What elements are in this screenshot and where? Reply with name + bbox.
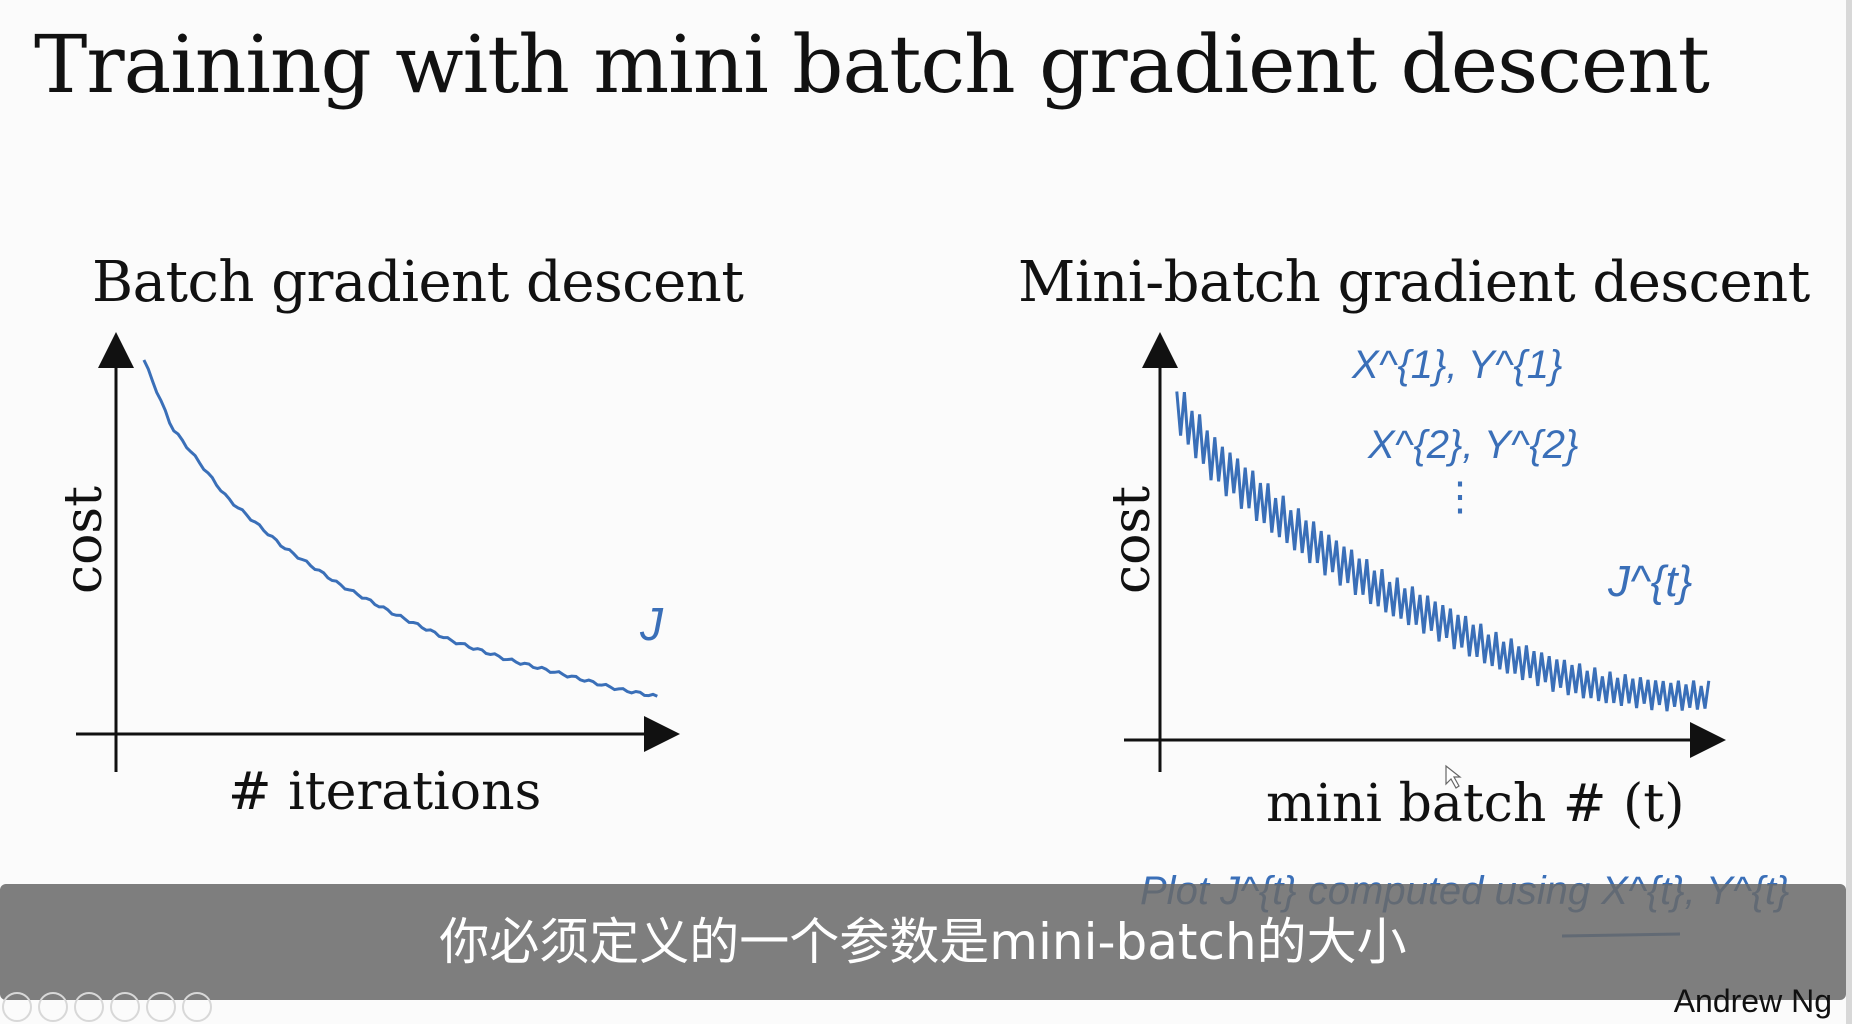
chart-title-minibatch: Mini-batch gradient descent <box>1018 250 1810 315</box>
batch-cost-line <box>142 359 658 698</box>
more-icon[interactable] <box>182 992 212 1022</box>
xlabel-batch: # iterations <box>228 762 542 822</box>
minibatch-cost-line <box>1175 391 1711 712</box>
note-ellipsis: ⋮ <box>1440 475 1480 519</box>
cursor-icon <box>1445 764 1462 789</box>
xlabel-minibatch: mini batch # (t) <box>1266 774 1685 834</box>
minibatch-annotation-jt: J^{t} <box>1607 557 1693 606</box>
slide-title: Training with mini batch gradient descen… <box>34 18 1710 111</box>
pen-icon[interactable] <box>74 992 104 1022</box>
scrollbar[interactable] <box>1846 0 1852 1024</box>
zoom-icon[interactable] <box>146 992 176 1022</box>
chart-title-batch: Batch gradient descent <box>92 250 744 315</box>
note-x1-y1: X^{1}, Y^{1} <box>1351 343 1562 387</box>
note-x2-y2: X^{2}, Y^{2} <box>1367 423 1578 467</box>
prev-icon[interactable] <box>2 992 32 1022</box>
play-icon[interactable] <box>38 992 68 1022</box>
copy-icon[interactable] <box>110 992 140 1022</box>
subtitle-text: 你必须定义的一个参数是mini-batch的大小 <box>439 913 1407 971</box>
batch-annotation-j: J <box>639 598 664 650</box>
subtitle-bar <box>0 884 1846 1000</box>
author-name: Andrew Ng <box>1673 983 1832 1019</box>
player-controls <box>2 992 212 1022</box>
